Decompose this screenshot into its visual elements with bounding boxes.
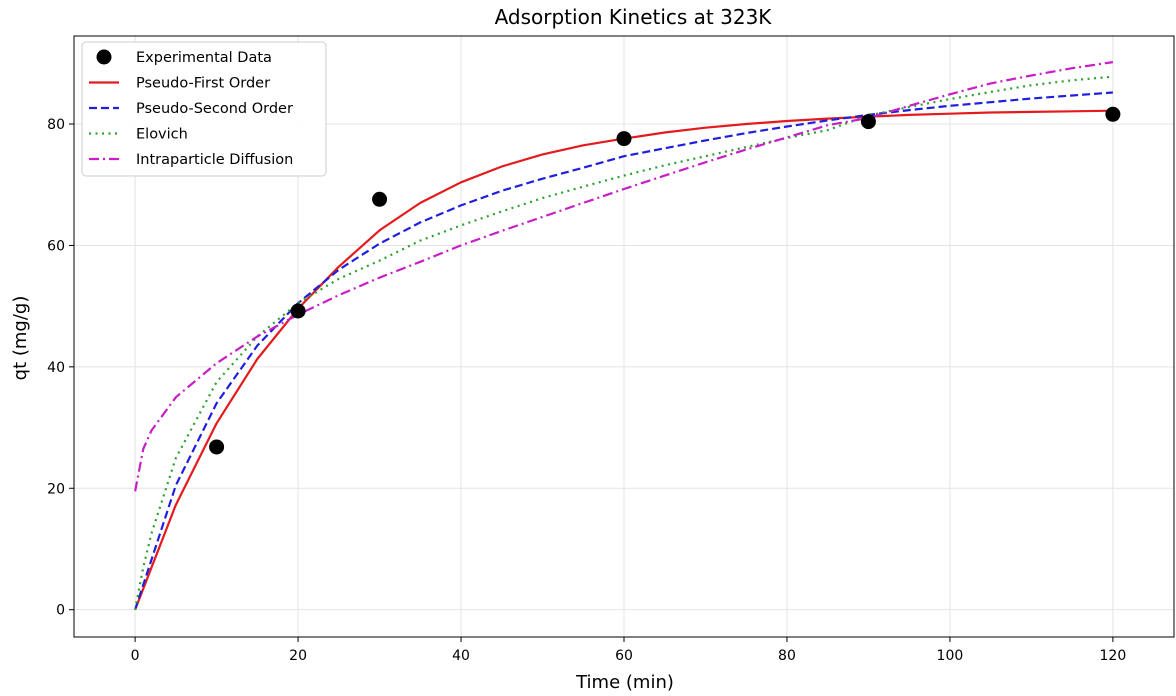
- y-tick-label: 60: [47, 238, 65, 254]
- data-point: [1105, 106, 1121, 122]
- chart-title: Adsorption Kinetics at 323K: [495, 5, 773, 29]
- x-tick-label: 20: [289, 648, 307, 664]
- x-tick-label: 40: [452, 648, 470, 664]
- legend-label-experimental: Experimental Data: [136, 50, 272, 66]
- y-tick-label: 80: [47, 117, 65, 133]
- x-tick-label: 120: [1100, 648, 1127, 664]
- x-tick-label: 60: [615, 648, 633, 664]
- data-point: [372, 191, 388, 207]
- legend-label-1: Pseudo-Second Order: [136, 101, 293, 117]
- x-tick-label: 100: [937, 648, 964, 664]
- data-point: [290, 303, 306, 319]
- x-tick-label: 0: [131, 648, 140, 664]
- experimental-points: [209, 106, 1121, 455]
- x-axis-label: Time (min): [575, 672, 674, 693]
- legend-label-3: Intraparticle Diffusion: [136, 152, 293, 168]
- y-tick-label: 0: [56, 603, 65, 619]
- gridlines: [74, 36, 1174, 637]
- data-point: [616, 131, 632, 147]
- legend-box: [81, 41, 327, 177]
- legend-marker-experimental: [96, 49, 112, 65]
- legend-label-2: Elovich: [136, 127, 188, 143]
- data-point: [209, 439, 225, 455]
- y-tick-label: 40: [47, 360, 65, 376]
- y-axis-label: qt (mg/g): [10, 296, 31, 381]
- tick-labels: 0 20 40 60 80 100 120 0 20 40 60 80: [47, 117, 1126, 664]
- y-tick-label: 20: [47, 481, 65, 497]
- legend: Experimental Data Pseudo-First Order Pseud…: [81, 41, 327, 177]
- plot-frame: [73, 35, 1175, 638]
- data-point: [860, 114, 876, 130]
- series-line-3: [134, 61, 1114, 492]
- series-line-1: [134, 91, 1113, 611]
- axes: [69, 35, 1175, 642]
- x-tick-label: 80: [778, 648, 796, 664]
- legend-label-0: Pseudo-First Order: [136, 76, 270, 92]
